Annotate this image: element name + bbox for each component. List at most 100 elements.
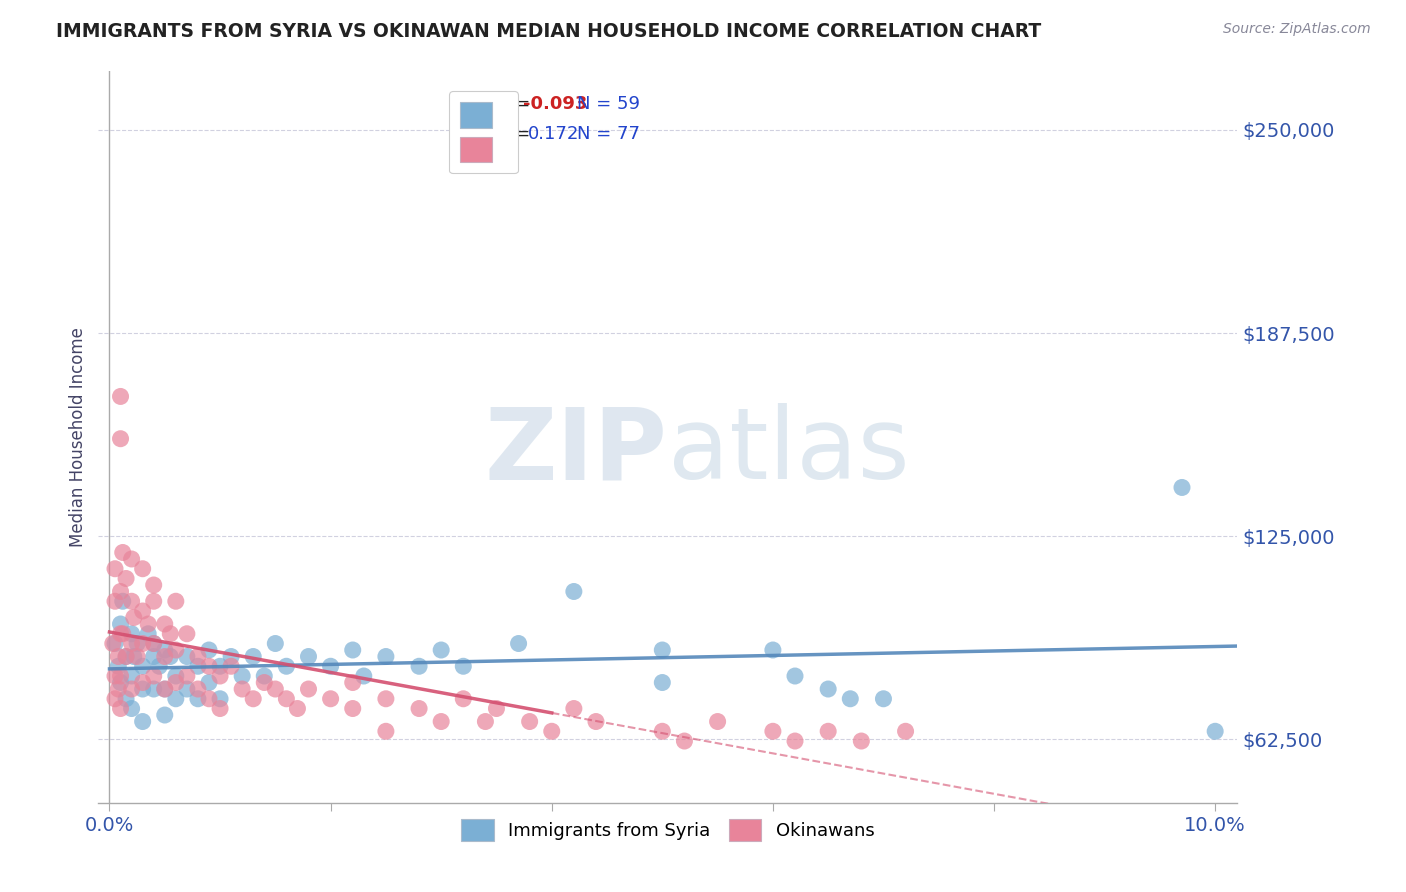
- Point: [159, 626, 181, 640]
- Point: [104, 691, 127, 706]
- Point: [107, 659, 129, 673]
- Point: [131, 636, 153, 650]
- Text: -0.093: -0.093: [523, 95, 588, 113]
- Point: [142, 594, 165, 608]
- Point: [142, 636, 165, 650]
- Point: [253, 675, 276, 690]
- Point: [131, 681, 153, 696]
- Text: Source: ZipAtlas.com: Source: ZipAtlas.com: [1223, 22, 1371, 37]
- Point: [101, 636, 124, 650]
- Point: [508, 636, 530, 650]
- Point: [153, 649, 176, 664]
- Text: N = 77: N = 77: [576, 125, 640, 143]
- Point: [276, 659, 298, 673]
- Point: [153, 681, 176, 696]
- Point: [187, 681, 209, 696]
- Point: [121, 636, 143, 650]
- Point: [297, 649, 319, 664]
- Point: [1204, 724, 1226, 739]
- Point: [540, 724, 562, 739]
- Point: [242, 691, 264, 706]
- Point: [264, 636, 287, 650]
- Point: [142, 578, 165, 592]
- Point: [276, 691, 298, 706]
- Point: [374, 691, 396, 706]
- Point: [121, 701, 143, 715]
- Point: [110, 675, 132, 690]
- Point: [136, 626, 159, 640]
- Point: [562, 701, 585, 715]
- Point: [122, 649, 145, 664]
- Point: [673, 734, 696, 748]
- Point: [783, 669, 806, 683]
- Point: [121, 626, 143, 640]
- Point: [115, 572, 138, 586]
- Point: [104, 669, 127, 683]
- Point: [651, 643, 673, 657]
- Point: [127, 649, 149, 664]
- Point: [111, 594, 134, 608]
- Point: [651, 724, 673, 739]
- Point: [374, 649, 396, 664]
- Point: [219, 649, 242, 664]
- Point: [264, 681, 287, 696]
- Point: [1171, 480, 1194, 494]
- Point: [187, 691, 209, 706]
- Point: [111, 545, 134, 559]
- Point: [231, 681, 253, 696]
- Point: [110, 669, 132, 683]
- Point: [430, 643, 453, 657]
- Point: [342, 643, 364, 657]
- Point: [176, 669, 198, 683]
- Point: [453, 659, 475, 673]
- Point: [104, 636, 127, 650]
- Point: [142, 636, 165, 650]
- Point: [121, 681, 143, 696]
- Point: [872, 691, 894, 706]
- Point: [219, 659, 242, 673]
- Point: [159, 649, 181, 664]
- Point: [817, 724, 839, 739]
- Point: [209, 669, 232, 683]
- Point: [209, 701, 232, 715]
- Point: [115, 649, 138, 664]
- Point: [187, 659, 209, 673]
- Point: [110, 432, 132, 446]
- Point: [104, 594, 127, 608]
- Point: [287, 701, 309, 715]
- Point: [297, 681, 319, 696]
- Point: [453, 691, 475, 706]
- Point: [474, 714, 496, 729]
- Text: R =: R =: [498, 125, 536, 143]
- Point: [165, 669, 187, 683]
- Point: [121, 594, 143, 608]
- Point: [319, 659, 342, 673]
- Point: [165, 691, 187, 706]
- Point: [485, 701, 508, 715]
- Point: [198, 691, 221, 706]
- Point: [131, 659, 153, 673]
- Point: [408, 701, 430, 715]
- Point: [894, 724, 917, 739]
- Point: [148, 659, 170, 673]
- Point: [153, 708, 176, 723]
- Point: [187, 649, 209, 664]
- Point: [176, 681, 198, 696]
- Point: [242, 649, 264, 664]
- Point: [198, 675, 221, 690]
- Point: [408, 659, 430, 673]
- Point: [851, 734, 873, 748]
- Point: [353, 669, 375, 683]
- Point: [165, 594, 187, 608]
- Point: [127, 636, 149, 650]
- Point: [107, 681, 129, 696]
- Point: [136, 617, 159, 632]
- Point: [209, 691, 232, 706]
- Y-axis label: Median Household Income: Median Household Income: [69, 327, 87, 547]
- Point: [176, 649, 198, 664]
- Point: [430, 714, 453, 729]
- Point: [104, 562, 127, 576]
- Point: [131, 675, 153, 690]
- Point: [131, 714, 153, 729]
- Point: [110, 584, 132, 599]
